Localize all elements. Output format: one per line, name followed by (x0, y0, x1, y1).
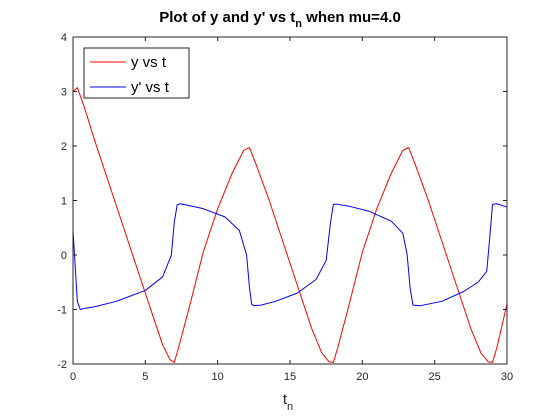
legend: y vs t y' vs t (83, 47, 190, 99)
series-line-yprime (72, 203, 508, 310)
legend-label-y: y vs t (131, 54, 167, 71)
y-tick-label: 4 (61, 32, 67, 44)
axes-layer: 0 5 10 15 20 25 30 -2 -1 0 1 2 3 4 (57, 32, 513, 383)
x-tick-label: 0 (70, 371, 76, 383)
y-tick-label: 1 (61, 196, 67, 208)
legend-label-yprime: y' vs t (131, 79, 170, 96)
x-tick-label: 30 (501, 371, 513, 383)
x-tick-label: 5 (142, 371, 148, 383)
chart-title: Plot of y and y' vs tn when mu=4.0 (159, 9, 401, 30)
x-tick-label: 20 (356, 371, 368, 383)
x-axis-label: tn (283, 391, 293, 413)
y-tick-label: -2 (57, 359, 67, 371)
legend-box (83, 47, 190, 99)
x-tick-label: 10 (212, 371, 224, 383)
series-layer (72, 87, 508, 363)
y-tick-label: 2 (61, 141, 67, 153)
series-line-y (72, 87, 508, 363)
x-tick-label: 15 (284, 371, 296, 383)
x-tick-label: 25 (429, 371, 441, 383)
y-tick-label: -1 (57, 305, 67, 317)
y-tick-label: 0 (61, 250, 67, 262)
y-tick-label: 3 (61, 87, 67, 99)
